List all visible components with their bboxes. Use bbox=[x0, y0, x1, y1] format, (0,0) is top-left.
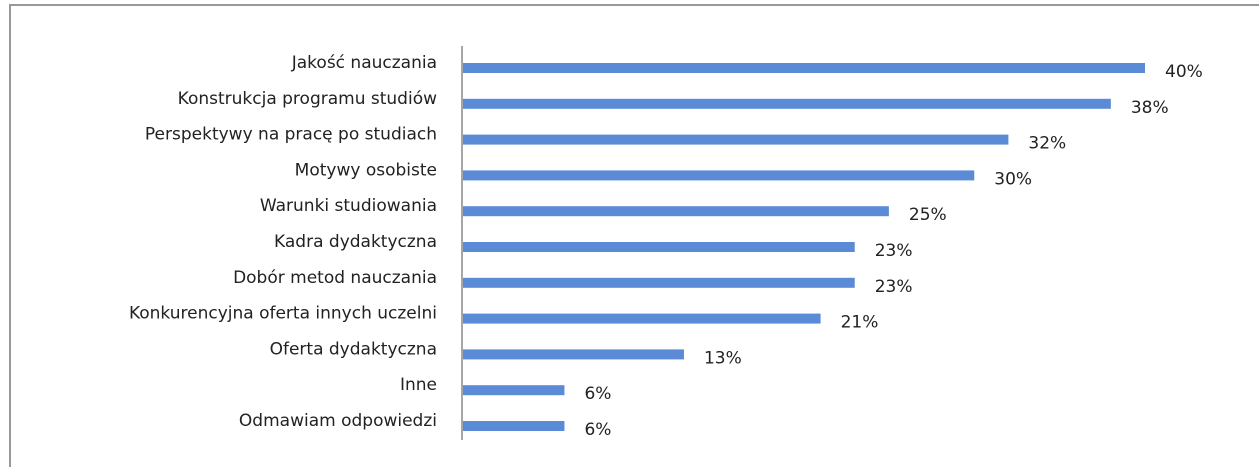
data-label: 25% bbox=[909, 205, 947, 225]
bar bbox=[463, 170, 975, 181]
data-label: 23% bbox=[875, 241, 913, 261]
category-label: Oferta dydaktyczna bbox=[270, 339, 437, 359]
category-label: Dobór metod nauczania bbox=[233, 268, 437, 288]
bar bbox=[463, 206, 889, 217]
category-label: Kadra dydaktyczna bbox=[274, 232, 437, 252]
bar bbox=[463, 385, 565, 396]
bar bbox=[463, 277, 855, 288]
bar bbox=[463, 313, 821, 324]
data-label: 38% bbox=[1131, 98, 1169, 118]
data-label: 13% bbox=[704, 348, 742, 368]
bar bbox=[463, 349, 684, 360]
chart-frame bbox=[9, 4, 1259, 467]
data-label: 30% bbox=[994, 169, 1032, 189]
category-label: Odmawiam odpowiedzi bbox=[239, 411, 437, 431]
bar bbox=[463, 242, 855, 252]
bar bbox=[463, 421, 565, 431]
category-label: Konkurencyjna oferta innych uczelni bbox=[129, 304, 437, 324]
data-label: 23% bbox=[875, 277, 913, 297]
data-label: 21% bbox=[841, 313, 879, 333]
bar bbox=[463, 98, 1111, 109]
category-label: Inne bbox=[400, 375, 437, 395]
data-label: 32% bbox=[1028, 134, 1066, 154]
data-label: 6% bbox=[584, 384, 611, 404]
category-label: Motywy osobiste bbox=[295, 160, 437, 180]
bar bbox=[463, 63, 1145, 73]
data-label: 6% bbox=[584, 420, 611, 440]
category-label: Konstrukcja programu studiów bbox=[178, 89, 437, 109]
bar bbox=[463, 134, 1009, 145]
category-label: Jakość nauczania bbox=[291, 53, 437, 73]
category-label: Perspektywy na pracę po studiach bbox=[145, 125, 437, 145]
category-label: Warunki studiowania bbox=[260, 196, 437, 216]
data-label: 40% bbox=[1165, 62, 1203, 82]
